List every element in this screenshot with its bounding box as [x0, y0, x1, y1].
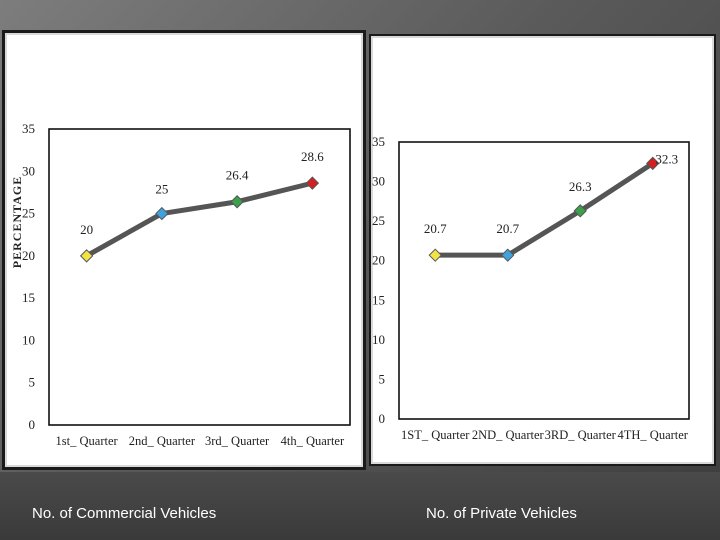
data-label: 26.4 [226, 168, 249, 183]
y-axis-label: PERCENTAGE [10, 176, 24, 268]
private-vehicles-chart: 0 5 10 15 20 25 30 35 1ST_ Quarter 2ND_ Quarter 3R… [372, 134, 690, 442]
data-point-marker [79, 249, 94, 263]
y-tick-label: 25 [372, 213, 385, 228]
x-tick-label: 1st_ Quarter [56, 434, 119, 448]
commercial-vehicles-chart-panel: 0 5 10 15 20 25 30 35 1st_ Quarter 2nd_ Quarter 3r… [2, 30, 366, 470]
data-label: 20.7 [496, 221, 519, 236]
y-tick-label: 15 [372, 292, 385, 307]
data-point-marker [155, 206, 169, 221]
y-tick-label: 30 [22, 163, 35, 178]
y-tick-label: 15 [22, 290, 35, 305]
caption-bar [0, 472, 720, 540]
y-tick-label: 35 [22, 121, 35, 136]
data-point-marker [501, 248, 515, 262]
x-tick-label: 2ND_ Quarter [472, 428, 545, 442]
y-tick-label: 10 [372, 332, 385, 347]
commercial-vehicles-chart: 0 5 10 15 20 25 30 35 1st_ Quarter 2nd_ Quarter 3r… [10, 121, 351, 448]
y-tick-label: 20 [22, 248, 35, 263]
plot-area [48, 128, 351, 426]
y-tick-label: 10 [22, 332, 35, 347]
x-tick-label: 4th_ Quarter [281, 434, 345, 448]
data-point-marker [428, 248, 442, 262]
private-vehicles-chart-panel: 0 5 10 15 20 25 30 35 1ST_ Quarter 2ND_ Quarter 3R… [369, 34, 716, 466]
y-tick-label: 5 [379, 371, 386, 386]
series-line [432, 160, 656, 258]
y-tick-label: 5 [29, 375, 36, 390]
data-label: 32.3 [655, 151, 678, 166]
data-label: 26.3 [569, 179, 592, 194]
plot-area [398, 141, 690, 420]
y-tick-label: 0 [379, 411, 386, 426]
x-tick-label: 3rd_ Quarter [205, 434, 270, 448]
y-tick-label: 25 [22, 206, 35, 221]
x-tick-label: 1ST_ Quarter [401, 428, 470, 442]
data-point-marker [230, 195, 244, 209]
series-line [84, 180, 315, 259]
y-tick-label: 35 [372, 134, 385, 149]
data-point-marker [646, 156, 660, 171]
x-tick-label: 3RD_ Quarter [545, 428, 617, 442]
data-point-marker [305, 176, 320, 190]
x-tick-label: 4TH_ Quarter [618, 428, 689, 442]
data-label: 20 [80, 222, 93, 237]
data-label: 20.7 [424, 221, 447, 236]
data-label: 25 [155, 182, 168, 197]
data-point-marker [573, 204, 587, 218]
y-tick-label: 30 [372, 174, 385, 189]
y-tick-label: 20 [372, 253, 385, 268]
commercial-vehicles-caption: No. of Commercial Vehicles [32, 505, 217, 522]
x-tick-label: 2nd_ Quarter [129, 434, 196, 448]
private-vehicles-caption: No. of Private Vehicles [426, 505, 577, 522]
data-label: 28.6 [301, 149, 324, 164]
y-tick-label: 0 [29, 417, 36, 432]
